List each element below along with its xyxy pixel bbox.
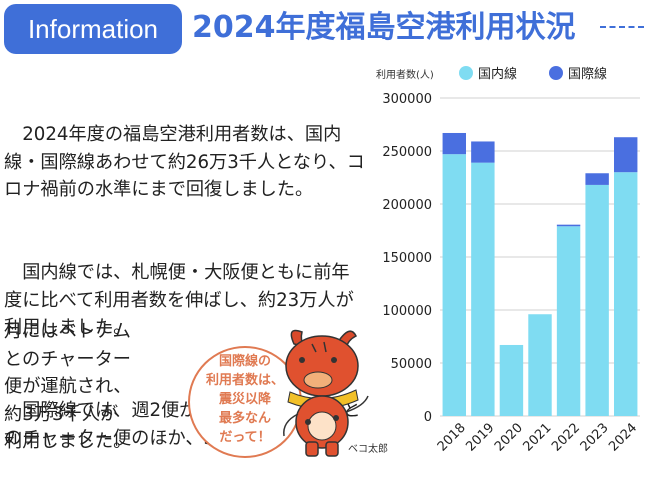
y-tick-label: 250000 bbox=[382, 145, 432, 160]
bubble-line-2: 利用者数は、 bbox=[205, 373, 284, 388]
legend-marker-1 bbox=[459, 66, 473, 80]
article-narrow-text: 月にはベトナム とのチャーター 便が運航され、 約3万3千人が 利用しました。 bbox=[4, 318, 174, 456]
bar-2018-domestic bbox=[442, 154, 466, 416]
narrow-line-1: 月にはベトナム bbox=[4, 321, 131, 342]
x-tick-label: 2018 bbox=[435, 421, 469, 455]
narrow-line-3: 便が運航され、 bbox=[4, 376, 132, 398]
y-tick-label: 0 bbox=[424, 410, 432, 425]
information-badge: Information bbox=[4, 4, 182, 54]
page-title: 2024年度福島空港利用状況 bbox=[192, 10, 576, 45]
bar-2019-international bbox=[471, 141, 495, 163]
bubble-line-3: 震災以降 bbox=[218, 392, 271, 407]
red-cow-mascot-icon bbox=[283, 329, 369, 457]
narrow-line-4: 約3万3千人が bbox=[4, 403, 119, 425]
bar-2020-domestic bbox=[499, 344, 524, 416]
bubble-line-1: 国際線の bbox=[218, 354, 271, 369]
y-tick-label: 300000 bbox=[382, 92, 432, 107]
bar-2024-domestic bbox=[614, 172, 638, 416]
bar-2024-international bbox=[614, 137, 638, 173]
bar-2018-international bbox=[442, 132, 466, 155]
narrow-line-2: とのチャーター bbox=[4, 348, 131, 370]
x-tick-label: 2024 bbox=[606, 421, 640, 455]
speech-bubble-text: 国際線の 利用者数は、 震災以降 最多なん だって！ bbox=[188, 352, 302, 447]
legend-label-1: 国内線 bbox=[478, 66, 517, 82]
y-tick-label: 50000 bbox=[391, 357, 432, 372]
bar-2023-domestic bbox=[585, 184, 609, 416]
x-tick-label: 2021 bbox=[521, 421, 555, 455]
legend-marker-2 bbox=[549, 66, 563, 80]
narrow-line-5: 利用しました。 bbox=[4, 431, 132, 453]
paragraph-1: 2024年度の福島空港利用者数は、国内線・国際線あわせて約26万3千人となり、コ… bbox=[4, 124, 365, 201]
y-tick-label: 150000 bbox=[382, 251, 432, 266]
passenger-bar-chart: 利用者数(人) 国内線 国際線 0 50000 100000 150000 200000 250… bbox=[376, 66, 640, 455]
bubble-line-5: だって！ bbox=[219, 430, 271, 445]
bubble-line-4: 最多なん bbox=[218, 411, 271, 426]
speech-bubble bbox=[188, 346, 302, 458]
title-dashes bbox=[600, 26, 644, 28]
y-tick-label: 100000 bbox=[382, 304, 432, 319]
x-tick-label: 2023 bbox=[578, 421, 612, 455]
x-tick-label: 2020 bbox=[492, 421, 526, 455]
bar-2023-international bbox=[585, 173, 609, 185]
x-tick-label: 2022 bbox=[549, 421, 583, 455]
bar-2022-domestic bbox=[556, 226, 581, 416]
legend-label-2: 国際線 bbox=[568, 66, 607, 82]
y-axis-label: 利用者数(人) bbox=[376, 68, 434, 81]
paragraph-2: 国内線では、札幌便・大阪便ともに前年度に比べて利用者数を伸ばし、約23万人が利用… bbox=[4, 262, 354, 339]
x-tick-label: 2019 bbox=[463, 421, 497, 455]
y-tick-label: 200000 bbox=[382, 198, 432, 213]
bar-2022-international bbox=[556, 224, 581, 227]
mascot-name: ベコ太郎 bbox=[348, 444, 388, 455]
bar-2021-domestic bbox=[528, 314, 552, 416]
bar-2019-domestic bbox=[471, 162, 495, 416]
